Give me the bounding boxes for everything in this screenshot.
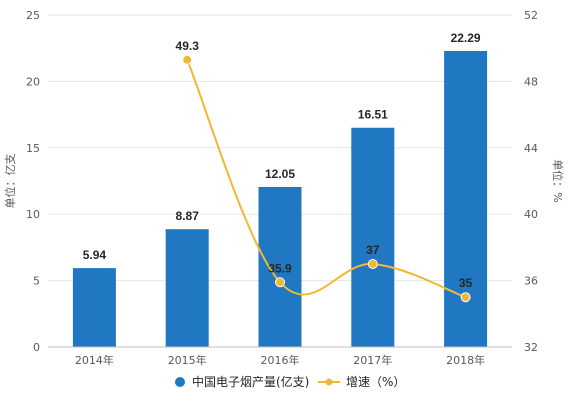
x-tick-label: 2018年 bbox=[446, 353, 485, 367]
y-left-tick-label: 10 bbox=[26, 208, 40, 221]
growth-point bbox=[460, 292, 471, 303]
growth-point bbox=[275, 277, 285, 288]
bar-data-label: 8.87 bbox=[176, 209, 200, 223]
legend-label-bar: 中国电子烟产量(亿支) bbox=[192, 374, 309, 389]
line-series bbox=[182, 54, 471, 303]
y-right-axis-title: 单位：% bbox=[551, 159, 565, 202]
line-data-label: 37 bbox=[366, 243, 380, 257]
y-right-tick-label: 32 bbox=[524, 341, 538, 354]
y-left-tick-label: 25 bbox=[26, 9, 40, 22]
legend-label-line: 增速（%） bbox=[346, 375, 405, 389]
x-tick-label: 2017年 bbox=[353, 353, 392, 367]
y-left-tick-label: 20 bbox=[26, 75, 40, 88]
bar bbox=[72, 268, 116, 347]
y-left-tick-label: 5 bbox=[33, 275, 40, 288]
bar-series bbox=[72, 50, 488, 348]
bar bbox=[258, 186, 302, 347]
growth-point bbox=[182, 54, 193, 65]
growth-point bbox=[367, 259, 378, 269]
bar bbox=[165, 229, 209, 347]
y-right-tick-label: 40 bbox=[524, 208, 538, 221]
y-left-tick-label: 15 bbox=[26, 142, 40, 155]
x-tick-label: 2014年 bbox=[75, 353, 114, 367]
y-right-tick-label: 52 bbox=[524, 9, 538, 22]
y-right-tick-label: 36 bbox=[524, 275, 538, 288]
bar-data-label: 16.51 bbox=[358, 108, 388, 122]
x-tick-label: 2016年 bbox=[261, 353, 300, 367]
data-labels: 5.94 8.87 12.05 16.51 22.29 49.3 35.9 37 35 bbox=[83, 31, 481, 290]
line-data-label: 49.3 bbox=[176, 39, 200, 53]
legend: 中国电子烟产量(亿支) 增速（%） bbox=[175, 374, 405, 389]
x-tick-label: 2015年 bbox=[168, 353, 207, 367]
gridlines bbox=[48, 14, 512, 282]
growth-line bbox=[186, 59, 466, 299]
y-left-axis-title: 单位：亿支 bbox=[3, 154, 17, 209]
legend-marker-bar bbox=[175, 377, 185, 387]
legend-marker-point bbox=[325, 378, 333, 386]
y-right-tick-label: 48 bbox=[524, 75, 538, 88]
bar-data-label: 5.94 bbox=[83, 248, 107, 262]
line-data-label: 35 bbox=[459, 276, 473, 290]
y-left-tick-label: 0 bbox=[33, 341, 40, 354]
line-data-label: 35.9 bbox=[268, 261, 292, 275]
y-right-tick-label: 44 bbox=[524, 142, 538, 155]
bar bbox=[444, 50, 488, 347]
bar-data-label: 22.29 bbox=[451, 31, 481, 45]
bar-data-label: 12.05 bbox=[265, 167, 295, 181]
axes: 0 5 10 15 20 25 32 36 40 44 48 52 2014年 2015年 2016年 201… bbox=[3, 9, 565, 367]
bar bbox=[351, 127, 395, 348]
